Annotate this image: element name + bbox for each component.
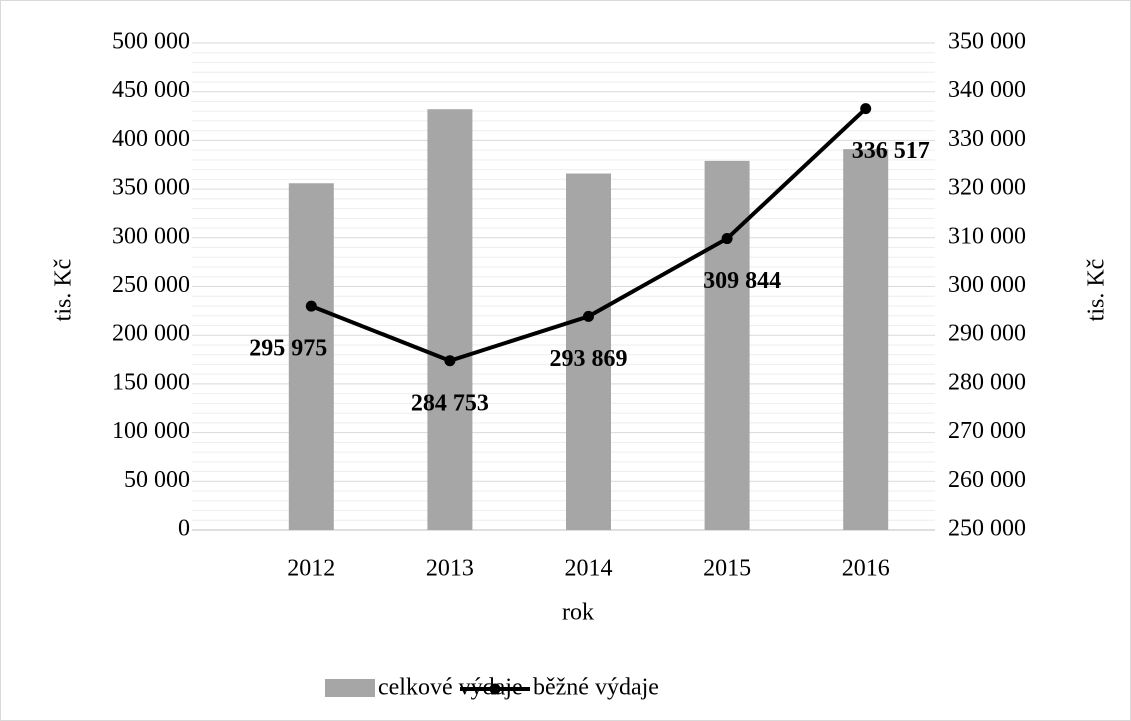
data-label: 309 844 (703, 268, 781, 294)
y2-tick-label: 310 000 (948, 223, 1026, 249)
bar (843, 149, 889, 530)
y-tick-label: 250 000 (112, 272, 190, 298)
x-tick-label: 2012 (287, 556, 335, 582)
y2-tick-label: 330 000 (948, 126, 1026, 152)
y-tick-label: 350 000 (112, 175, 190, 201)
y-tick-label: 400 000 (112, 126, 190, 152)
bar (704, 160, 750, 530)
bar (566, 173, 611, 531)
y-tick-label: 300 000 (112, 223, 190, 249)
data-label: 284 753 (411, 390, 489, 416)
x-tick-label: 2013 (426, 556, 474, 582)
y2-axis-title: tis. Kč (1084, 259, 1110, 322)
line-point (444, 355, 456, 367)
x-axis-title: rok (562, 600, 594, 626)
line-point (721, 233, 733, 245)
y2-tick-label: 270 000 (948, 418, 1026, 444)
data-label: 293 869 (550, 346, 628, 372)
y2-tick-label: 260 000 (948, 467, 1026, 493)
x-tick-label: 2014 (565, 556, 613, 582)
y2-tick-label: 350 000 (948, 29, 1026, 55)
y-axis-title: tis. Kč (51, 259, 77, 322)
legend-swatch (489, 683, 501, 695)
y-tick-label: 450 000 (112, 77, 190, 103)
y2-tick-label: 250 000 (948, 516, 1026, 542)
bar (288, 183, 334, 531)
legend-label: běžné výdaje (533, 675, 659, 701)
legend-swatch (325, 679, 375, 697)
line-point (583, 310, 594, 322)
y2-tick-label: 320 000 (948, 175, 1026, 201)
data-label: 336 517 (852, 138, 930, 164)
line-point (305, 300, 317, 312)
x-tick-label: 2015 (703, 556, 751, 582)
y-tick-label: 500 000 (112, 29, 190, 55)
y-tick-label: 200 000 (112, 321, 190, 347)
data-label: 295 975 (249, 336, 327, 362)
x-tick-label: 2016 (842, 556, 890, 582)
y2-tick-label: 280 000 (948, 369, 1026, 395)
y2-tick-label: 290 000 (948, 321, 1026, 347)
y-tick-label: 100 000 (112, 418, 190, 444)
y-tick-label: 50 000 (124, 467, 190, 493)
line-point (860, 103, 872, 115)
y-tick-label: 0 (178, 516, 190, 542)
bar (427, 109, 473, 531)
y2-tick-label: 340 000 (948, 77, 1026, 103)
y-tick-label: 150 000 (112, 369, 190, 395)
y2-tick-label: 300 000 (948, 272, 1026, 298)
